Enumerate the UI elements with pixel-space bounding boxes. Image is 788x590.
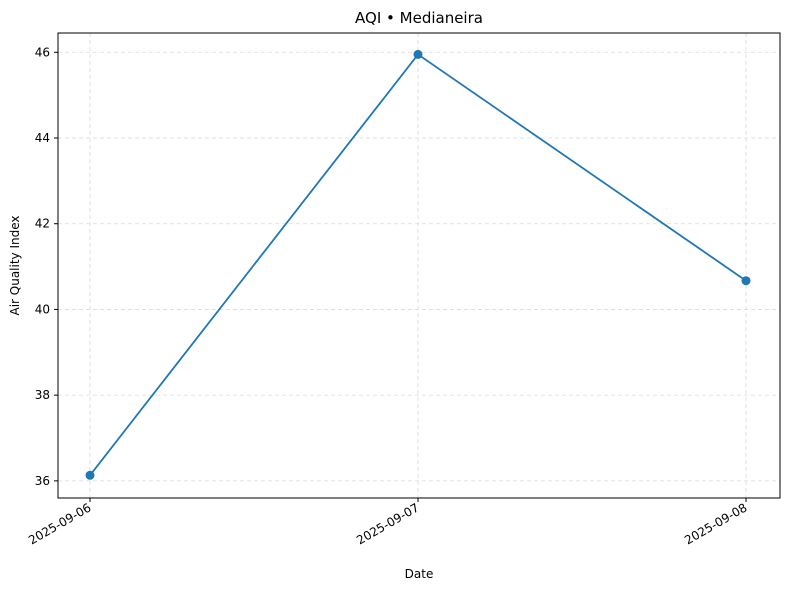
x-tick-label: 2025-09-08 — [682, 500, 749, 547]
grid-lines — [58, 33, 780, 498]
y-tick-label: 46 — [35, 45, 50, 59]
plot-area-frame — [57, 32, 781, 499]
y-tick-label: 38 — [35, 388, 50, 402]
y-axis-label: Air Quality Index — [8, 215, 22, 315]
chart-title: AQI • Medianeira — [355, 9, 483, 27]
data-point — [741, 276, 751, 286]
data-point — [413, 49, 423, 59]
axis-ticks: 36 38 40 42 44 46 2025-09-06 2025-09-07 2025-09-… — [26, 45, 749, 547]
y-tick-label: 44 — [35, 131, 50, 145]
x-tick-label: 2025-09-06 — [26, 500, 93, 547]
data-point — [85, 470, 95, 480]
x-axis-label: Date — [405, 567, 434, 581]
x-tick-label: 2025-09-07 — [354, 500, 421, 547]
y-tick-label: 40 — [35, 302, 50, 316]
series-layer — [85, 49, 751, 480]
y-tick-label: 42 — [35, 217, 50, 231]
y-tick-label: 36 — [35, 474, 50, 488]
